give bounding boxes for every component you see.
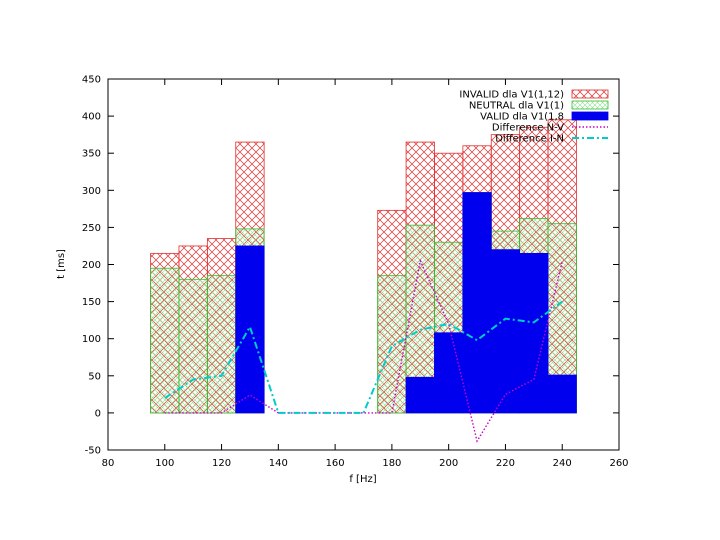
neutral-bar: [206, 275, 237, 414]
neutral-bar: [178, 278, 208, 414]
legend-swatch: [571, 89, 609, 99]
legend-swatch: [571, 111, 609, 121]
legend-label: Difference I-N: [495, 134, 564, 145]
y-tick-label: 50: [88, 371, 101, 382]
y-tick-label: 300: [82, 186, 101, 197]
x-tick-label: 200: [439, 458, 458, 469]
difference-nv-line: [164, 258, 563, 443]
x-tick-label: 100: [155, 458, 174, 469]
x-tick-labels: 80 100 120 140 160 180 200 220 240 260: [102, 458, 629, 469]
valid-bar: [547, 374, 577, 414]
legend-swatch: [571, 100, 609, 110]
y-tick-label: 150: [82, 297, 101, 308]
y-tick-labels: -50 0 50 100 150 200 250 300 350 400 450: [82, 75, 101, 457]
y-tick-label: 250: [82, 223, 101, 234]
neutral-bar: [377, 275, 407, 414]
y-axis-label: t [ms]: [56, 249, 67, 279]
y-tick-label: 200: [82, 260, 101, 271]
valid-bar: [434, 332, 464, 414]
y-tick-label: 0: [95, 408, 101, 419]
y-tick-label: 350: [82, 149, 101, 160]
valid-bar: [405, 376, 435, 414]
legend-label: Difference N-V: [492, 123, 564, 134]
y-tick-label: 400: [82, 112, 101, 123]
valid-bar: [519, 252, 549, 414]
x-tick-label: 180: [382, 458, 401, 469]
bars-layer: [150, 119, 577, 414]
legend-label: INVALID dla V1(1,12): [459, 90, 564, 101]
x-axis-label: f [Hz]: [349, 474, 376, 485]
x-tick-label: 260: [609, 458, 628, 469]
x-tick-label: 160: [326, 458, 345, 469]
legend: INVALID dla V1(1,12)NEUTRAL dla V1(1)VAL…: [459, 89, 609, 145]
x-tick-label: 240: [553, 458, 572, 469]
valid-bar: [462, 192, 492, 414]
difference-in-line: [164, 300, 563, 414]
neutral-bar: [150, 267, 180, 414]
x-tick-label: 120: [212, 458, 231, 469]
x-tick-label: 140: [269, 458, 288, 469]
legend-label: VALID dla V1(1,8: [480, 112, 564, 123]
y-tick-label: -50: [85, 446, 101, 457]
legend-label: NEUTRAL dla V1(1): [469, 101, 564, 112]
ticks-layer: [107, 78, 620, 451]
x-tick-label: 80: [102, 458, 115, 469]
lines-layer: [164, 258, 563, 443]
y-tick-label: 100: [82, 334, 101, 345]
y-tick-label: 450: [82, 75, 101, 86]
x-tick-label: 220: [496, 458, 515, 469]
valid-bar: [235, 245, 265, 414]
